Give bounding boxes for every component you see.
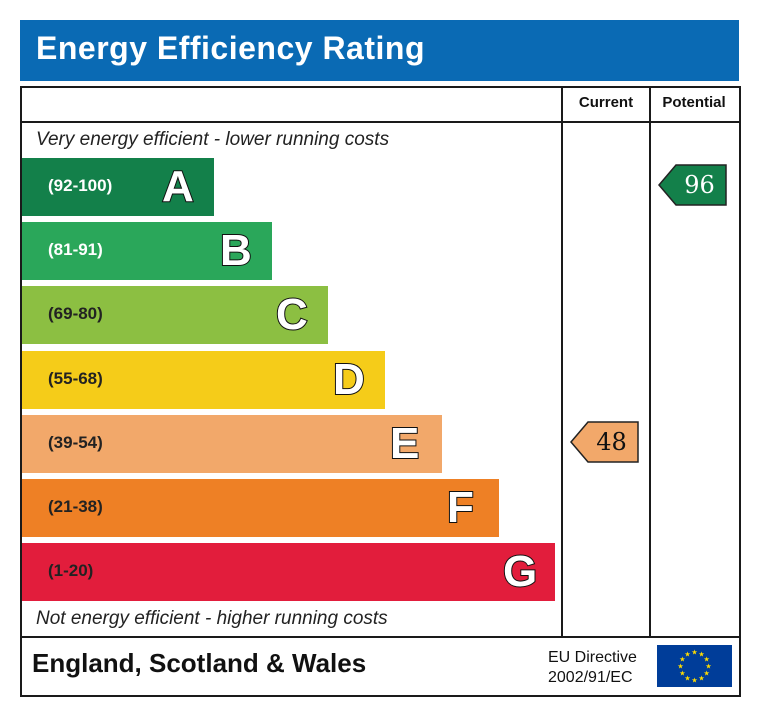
band-range-label: (1-20) <box>48 561 94 581</box>
header-divider <box>20 121 739 123</box>
band-range-label: (69-80) <box>48 304 103 324</box>
band-range-label: (55-68) <box>48 368 103 388</box>
top-caption: Very energy efficient - lower running co… <box>36 129 390 150</box>
svg-text:★: ★ <box>703 656 709 664</box>
band-e: (39-54) E <box>22 414 442 473</box>
band-letter-label: A <box>161 161 195 212</box>
svg-text:★: ★ <box>677 663 683 671</box>
band-letter-label: D <box>332 354 366 405</box>
current-rating-value: 48 <box>596 427 627 456</box>
svg-text:★: ★ <box>691 677 697 685</box>
eu-directive-line2: 2002/91/EC <box>548 669 633 686</box>
svg-text:★: ★ <box>705 663 711 671</box>
title-bar: Energy Efficiency Rating <box>20 20 739 81</box>
eu-directive: EU Directive 2002/91/EC <box>548 648 637 688</box>
band-c: (69-80) C <box>22 286 328 345</box>
svg-text:★: ★ <box>679 656 685 664</box>
potential-rating-arrow: 96 <box>658 164 727 206</box>
footer-region: England, Scotland & Wales <box>32 648 367 678</box>
band-letter-label: G <box>502 546 538 597</box>
eu-flag-icon: ★ ★ ★ ★ ★ ★ ★ ★ ★ ★ ★ ★ <box>657 645 732 687</box>
band-a: (92-100) A <box>22 158 214 216</box>
band-range-label: (92-100) <box>48 176 113 195</box>
band-range-label: (39-54) <box>48 432 103 452</box>
band-letter-label: F <box>446 482 475 533</box>
footer-divider <box>20 636 739 638</box>
chart-title: Energy Efficiency Rating <box>36 30 425 66</box>
potential-column-header: Potential <box>662 94 726 111</box>
band-d: (55-68) D <box>22 350 385 409</box>
band-letter-label: E <box>389 418 420 469</box>
svg-text:★: ★ <box>698 675 704 683</box>
potential-rating-value: 96 <box>684 171 715 199</box>
potential-column-divider <box>649 86 651 638</box>
band-f: (21-38) F <box>22 479 499 537</box>
eu-directive-line1: EU Directive <box>548 649 637 666</box>
svg-text:★: ★ <box>698 650 704 658</box>
rating-frame <box>20 86 741 697</box>
band-range-label: (81-91) <box>48 240 103 260</box>
svg-text:★: ★ <box>684 650 690 658</box>
current-column-header: Current <box>578 94 634 111</box>
svg-text:★: ★ <box>691 649 697 657</box>
band-letter-label: C <box>275 289 309 340</box>
band-range-label: (21-38) <box>48 497 103 516</box>
svg-text:★: ★ <box>703 670 709 678</box>
band-letter-label: B <box>219 225 253 276</box>
current-column-divider <box>561 86 563 638</box>
svg-text:★: ★ <box>684 675 690 683</box>
band-g: (1-20) G <box>22 543 555 602</box>
band-b: (81-91) B <box>22 222 272 281</box>
svg-text:★: ★ <box>679 670 685 678</box>
current-rating-arrow: 48 <box>570 421 639 463</box>
bottom-caption: Not energy efficient - higher running co… <box>36 608 388 629</box>
